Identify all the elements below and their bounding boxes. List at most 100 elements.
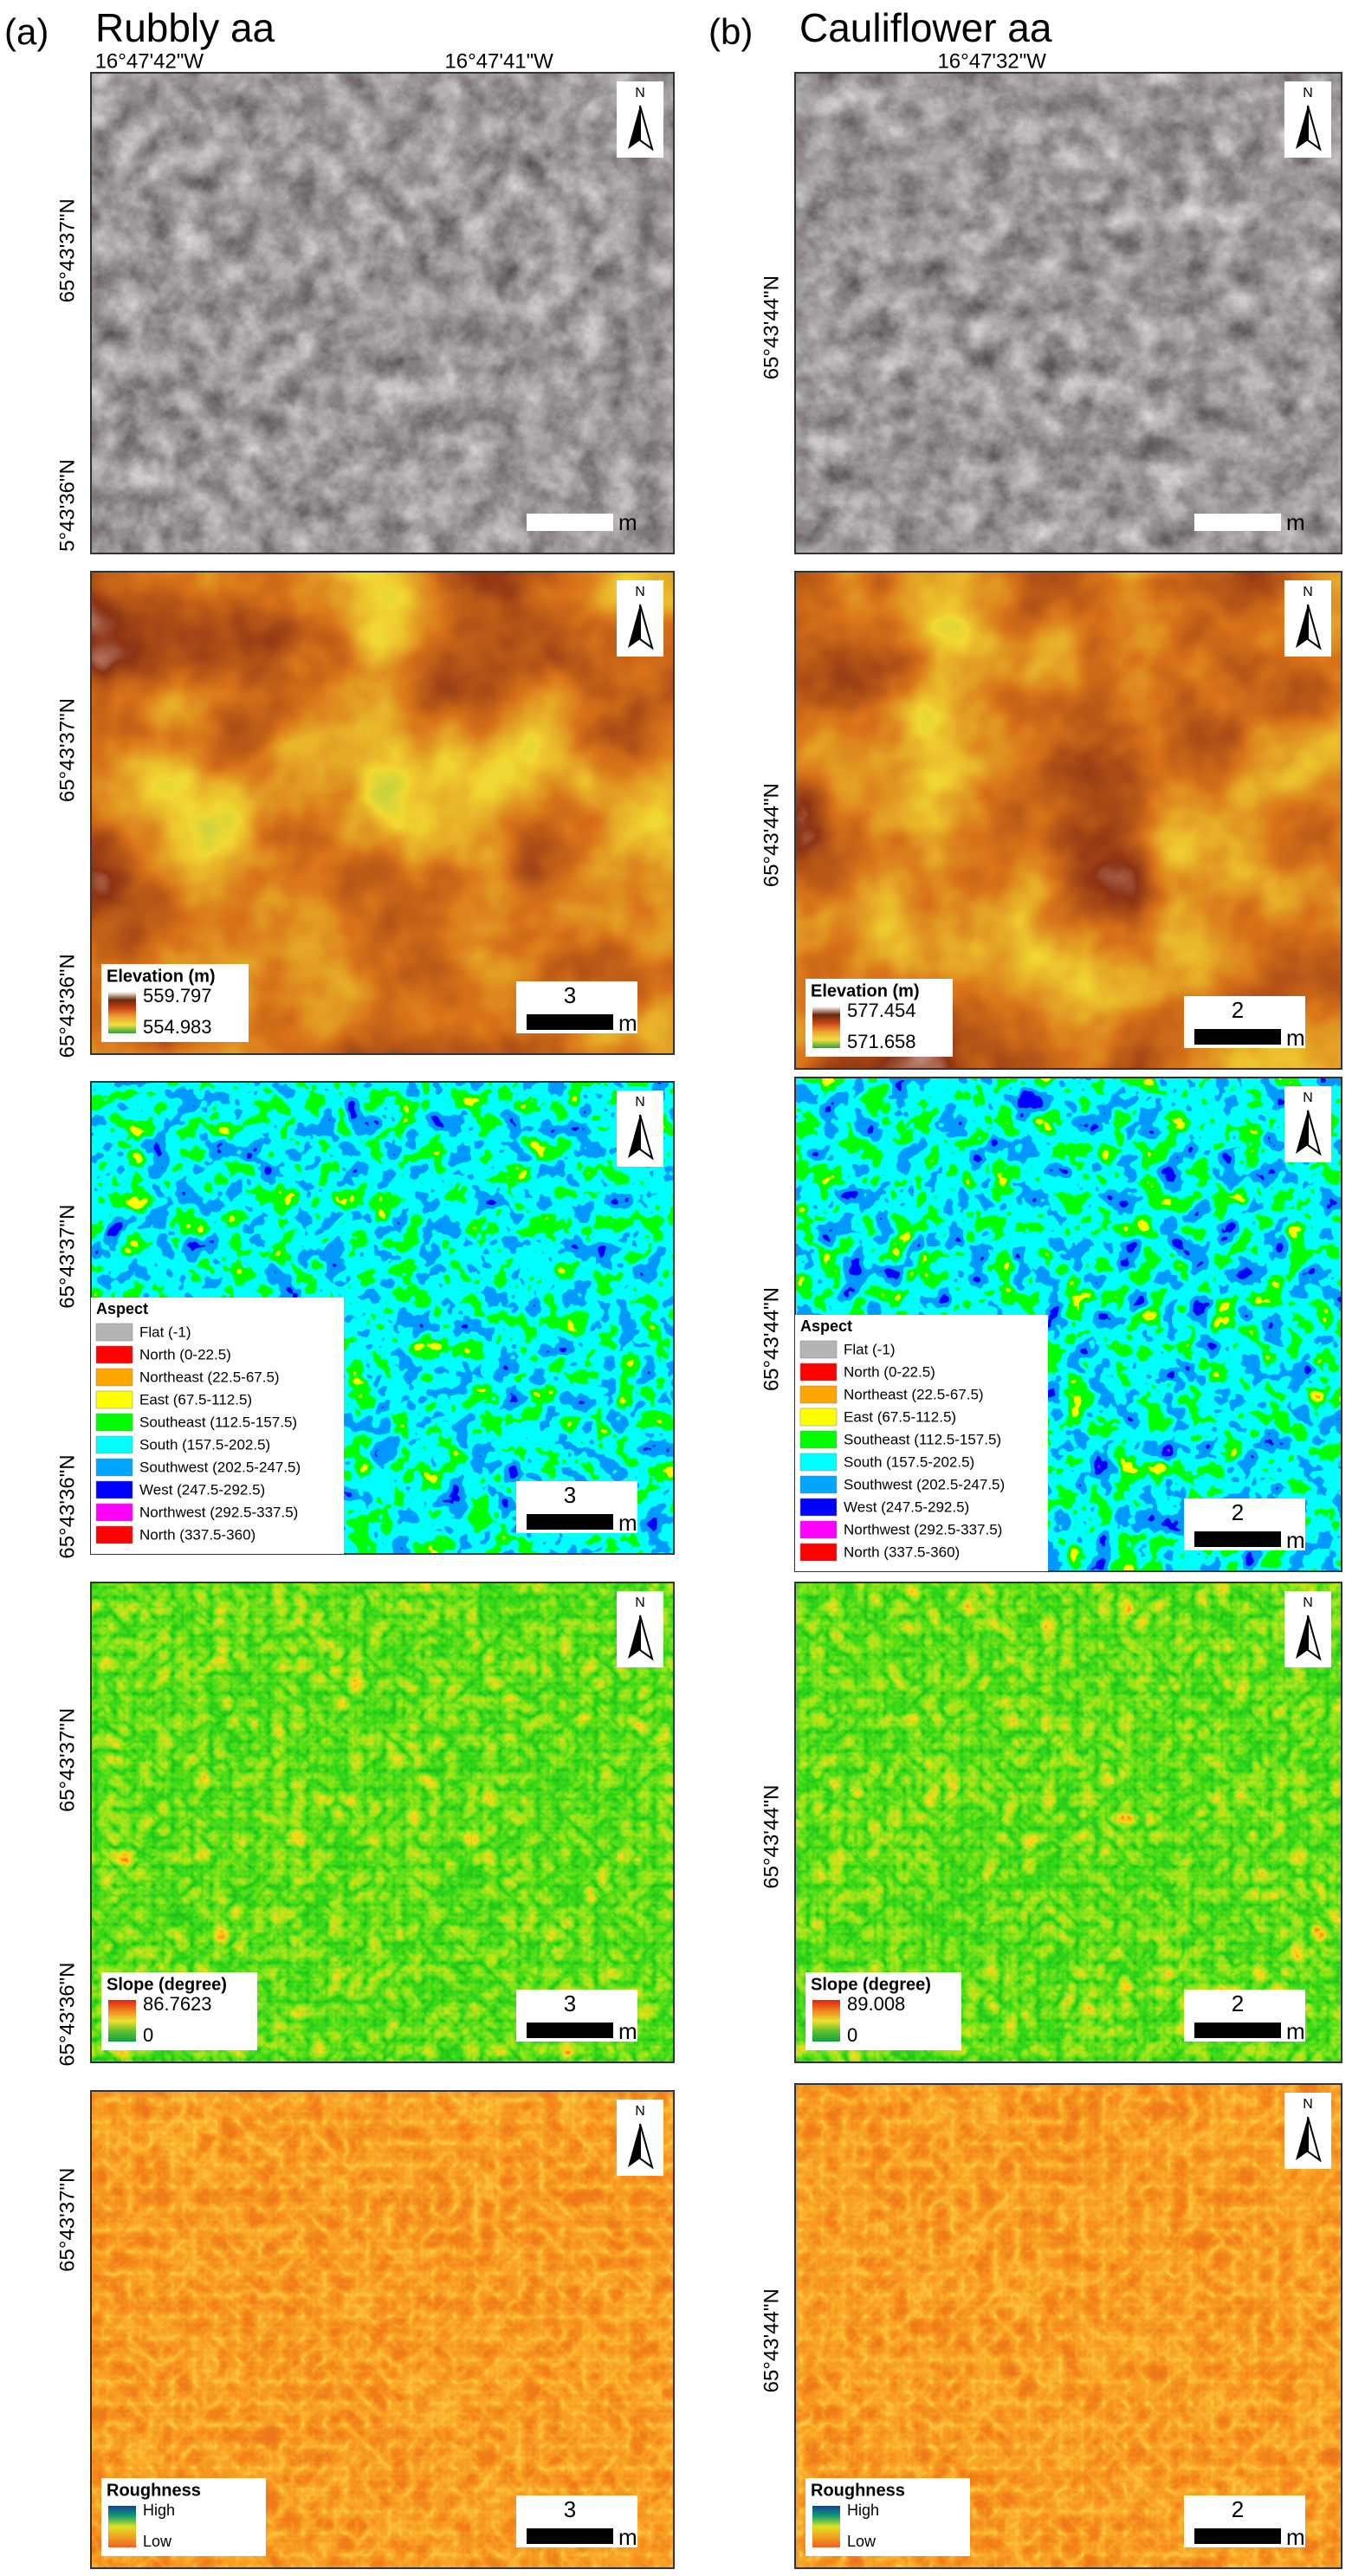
legend-swatch xyxy=(799,1520,838,1539)
legend-high: 89.008 xyxy=(847,1993,905,2015)
legend-ramp xyxy=(812,1006,840,1048)
north-arrow-left xyxy=(628,1615,640,1659)
map-slope: 65°43'37"N 65°43'36"N N 3 m Slope (degree)86.… xyxy=(55,1582,675,2067)
legend-ramp xyxy=(812,2000,840,2042)
latitude-label: 65°43'44"N xyxy=(760,2288,783,2392)
legend-swatch xyxy=(799,1408,838,1427)
legend-high: High xyxy=(143,2502,175,2519)
north-arrow-right xyxy=(639,105,654,152)
legend-high: 559.797 xyxy=(143,985,212,1006)
north-label: N xyxy=(635,86,645,100)
legend-swatch xyxy=(799,1453,838,1472)
map-frame xyxy=(90,1582,675,2063)
north-arrow-left xyxy=(628,106,640,149)
legend-label: Southeast (112.5-157.5) xyxy=(844,1431,1001,1447)
north-label: N xyxy=(1303,1091,1313,1105)
legend-label: Northwest (292.5-337.5) xyxy=(844,1521,1002,1537)
legend-label: North (0-22.5) xyxy=(844,1363,935,1380)
scale-value: 3 xyxy=(564,2496,576,2522)
legend-swatch xyxy=(95,1458,133,1477)
north-label: N xyxy=(635,1595,645,1610)
north-label: N xyxy=(1303,86,1313,100)
scale-bar xyxy=(527,2528,613,2544)
north-label: N xyxy=(1303,2097,1313,2112)
north-arrow-right xyxy=(1307,2116,1322,2163)
legend-swatch xyxy=(95,1390,133,1409)
scale-value: 2 xyxy=(1232,1990,1244,2016)
scale-bar xyxy=(1194,2528,1281,2544)
scale-value: 3 xyxy=(564,1990,576,2016)
map-frame xyxy=(90,571,675,1055)
legend-label: Northeast (22.5-67.5) xyxy=(844,1386,984,1402)
north-arrow-left xyxy=(628,605,640,648)
legend-label: West (247.5-292.5) xyxy=(139,1481,265,1498)
legend-label: Northeast (22.5-67.5) xyxy=(139,1369,280,1385)
legend-label: North (337.5-360) xyxy=(844,1544,960,1560)
legend-low: Low xyxy=(143,2533,172,2550)
longitude-label: 16°47'42"W xyxy=(95,49,204,73)
legend-swatch xyxy=(95,1503,133,1522)
latitude-label: 65°43'36"N xyxy=(55,954,79,1058)
map-slope: 65°43'44"N N 2 m Slope (degree)89.008 0 xyxy=(760,1582,1342,2063)
legend-label: Flat (-1) xyxy=(844,1341,896,1357)
legend-box xyxy=(91,1298,344,1554)
map-raster xyxy=(91,73,674,553)
latitude-label: 5°43'36"N xyxy=(55,459,79,552)
legend-swatch xyxy=(95,1480,133,1499)
scale-value: 3 xyxy=(564,982,576,1008)
legend-high: 577.454 xyxy=(847,1000,916,1021)
legend-label: East (67.5-112.5) xyxy=(844,1408,956,1425)
legend-swatch xyxy=(799,1385,838,1404)
panel-label: (b) xyxy=(708,11,753,52)
legend-swatch xyxy=(799,1498,838,1517)
legend-swatch xyxy=(95,1525,133,1544)
legend-label: Northwest (292.5-337.5) xyxy=(139,1504,298,1520)
map-frame xyxy=(794,571,1342,1070)
scale-value: 2 xyxy=(1232,997,1244,1023)
latitude-label: 65°43'44"N xyxy=(760,1785,783,1889)
latitude-label: 65°43'37"N xyxy=(55,1708,79,1812)
scale-bar xyxy=(527,1514,613,1530)
north-arrow-right xyxy=(639,1114,654,1161)
north-arrow-left xyxy=(1296,106,1308,149)
legend-ramp xyxy=(108,2506,136,2547)
legend-swatch xyxy=(799,1430,838,1449)
legend-title: Elevation (m) xyxy=(811,981,920,1000)
latitude-label: 65°43'37"N xyxy=(55,1205,79,1309)
legend-title: Slope (degree) xyxy=(811,1975,931,1994)
latitude-label: 65°43'37"N xyxy=(55,198,79,302)
north-arrow-left xyxy=(1296,605,1308,648)
north-arrow-right xyxy=(1307,604,1322,650)
scale-value: 3 xyxy=(564,1482,576,1508)
legend-label: South (157.5-202.5) xyxy=(844,1453,974,1470)
latitude-label: 65°43'37"N xyxy=(55,2168,79,2272)
legend-label: North (337.5-360) xyxy=(139,1526,256,1543)
legend-ramp xyxy=(108,2000,136,2042)
legend-label: Flat (-1) xyxy=(139,1324,191,1340)
legend-high: 86.7623 xyxy=(143,1993,212,2015)
map-raster xyxy=(795,73,1342,553)
latitude-label: 65°43'44"N xyxy=(760,783,783,887)
scale-unit: m xyxy=(1286,1527,1305,1553)
legend-low: 571.658 xyxy=(847,1031,916,1052)
scale-unit: m xyxy=(618,1510,637,1536)
scale-bar xyxy=(1194,1029,1281,1045)
scale-unit: m xyxy=(618,1010,637,1036)
legend-swatch xyxy=(799,1475,838,1494)
longitude-label: 16°47'32"W xyxy=(937,49,1046,73)
legend-label: East (67.5-112.5) xyxy=(139,1391,252,1408)
latitude-label: 65°43'36"N xyxy=(55,1454,79,1558)
scale-unit: m xyxy=(1286,2524,1305,2550)
latitude-label: 65°43'44"N xyxy=(760,1287,783,1391)
north-arrow-right xyxy=(639,604,654,650)
legend-title: Roughness xyxy=(811,2481,905,2500)
scale-bar xyxy=(1194,1531,1281,1547)
legend-low: 0 xyxy=(847,2024,857,2046)
scale-unit: m xyxy=(1286,1025,1305,1051)
legend-label: Southwest (202.5-247.5) xyxy=(844,1476,1005,1492)
north-arrow-right xyxy=(1307,105,1322,152)
map-roughness: 65°43'44"N N 2 m Roughness High Low xyxy=(760,2083,1342,2569)
scale-unit: m xyxy=(618,2018,637,2044)
legend-label: South (157.5-202.5) xyxy=(139,1436,270,1453)
